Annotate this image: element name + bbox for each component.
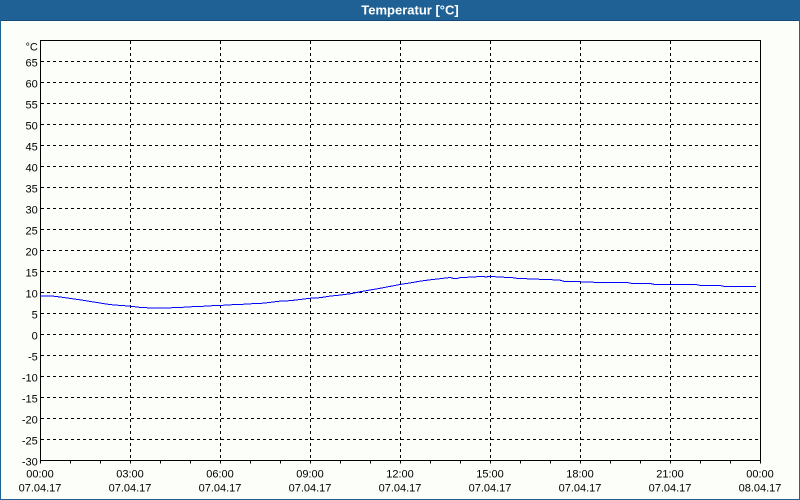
svg-text:-5: -5 bbox=[28, 352, 38, 364]
svg-text:-25: -25 bbox=[22, 436, 38, 448]
svg-text:07.04.17: 07.04.17 bbox=[469, 483, 512, 495]
svg-text:00:00: 00:00 bbox=[746, 469, 774, 481]
svg-text:40: 40 bbox=[26, 163, 38, 175]
svg-text:65: 65 bbox=[26, 58, 38, 70]
svg-text:10: 10 bbox=[26, 289, 38, 301]
svg-text:07.04.17: 07.04.17 bbox=[379, 483, 422, 495]
svg-text:03:00: 03:00 bbox=[116, 469, 144, 481]
svg-text:07.04.17: 07.04.17 bbox=[289, 483, 332, 495]
svg-text:25: 25 bbox=[26, 226, 38, 238]
svg-text:50: 50 bbox=[26, 121, 38, 133]
svg-text:07.04.17: 07.04.17 bbox=[109, 483, 152, 495]
svg-text:07.04.17: 07.04.17 bbox=[19, 483, 62, 495]
svg-text:09:00: 09:00 bbox=[296, 469, 324, 481]
svg-text:35: 35 bbox=[26, 184, 38, 196]
svg-text:07.04.17: 07.04.17 bbox=[559, 483, 602, 495]
svg-text:Temperatur [°C]: Temperatur [°C] bbox=[361, 3, 458, 18]
svg-text:-30: -30 bbox=[22, 457, 38, 469]
svg-text:-10: -10 bbox=[22, 373, 38, 385]
svg-text:45: 45 bbox=[26, 142, 38, 154]
svg-text:15: 15 bbox=[26, 268, 38, 280]
svg-text:18:00: 18:00 bbox=[566, 469, 594, 481]
svg-text:°C: °C bbox=[25, 42, 37, 54]
svg-text:-20: -20 bbox=[22, 415, 38, 427]
svg-text:21:00: 21:00 bbox=[656, 469, 684, 481]
svg-text:20: 20 bbox=[26, 247, 38, 259]
svg-text:-15: -15 bbox=[22, 394, 38, 406]
svg-text:15:00: 15:00 bbox=[476, 469, 504, 481]
svg-text:55: 55 bbox=[26, 100, 38, 112]
svg-text:30: 30 bbox=[26, 205, 38, 217]
svg-text:06:00: 06:00 bbox=[206, 469, 234, 481]
svg-text:00:00: 00:00 bbox=[26, 469, 54, 481]
svg-text:60: 60 bbox=[26, 79, 38, 91]
svg-text:12:00: 12:00 bbox=[386, 469, 414, 481]
svg-text:07.04.17: 07.04.17 bbox=[199, 483, 242, 495]
svg-text:07.04.17: 07.04.17 bbox=[649, 483, 692, 495]
svg-text:08.04.17: 08.04.17 bbox=[739, 483, 782, 495]
svg-text:5: 5 bbox=[32, 310, 38, 322]
svg-text:0: 0 bbox=[32, 331, 38, 343]
